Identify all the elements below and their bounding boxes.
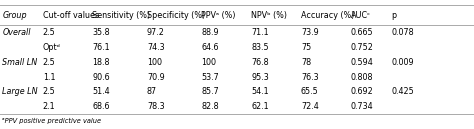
Text: 53.7: 53.7 — [201, 73, 219, 82]
Text: 0.009: 0.009 — [391, 58, 414, 67]
Text: 100: 100 — [147, 58, 162, 67]
Text: 82.8: 82.8 — [201, 102, 219, 111]
Text: 64.6: 64.6 — [201, 43, 219, 52]
Text: 68.6: 68.6 — [92, 102, 110, 111]
Text: Accuracy (%): Accuracy (%) — [301, 11, 355, 20]
Text: 88.9: 88.9 — [201, 28, 219, 37]
Text: 78: 78 — [301, 58, 311, 67]
Text: Large LN: Large LN — [2, 87, 38, 96]
Text: 0.665: 0.665 — [351, 28, 374, 37]
Text: 76.3: 76.3 — [301, 73, 319, 82]
Text: Group: Group — [2, 11, 27, 20]
Text: ᵃPPV positive predictive value: ᵃPPV positive predictive value — [2, 118, 101, 124]
Text: 71.1: 71.1 — [251, 28, 269, 37]
Text: 0.808: 0.808 — [351, 73, 373, 82]
Text: 83.5: 83.5 — [251, 43, 269, 52]
Text: PPVᵃ (%): PPVᵃ (%) — [201, 11, 236, 20]
Text: 0.752: 0.752 — [351, 43, 374, 52]
Text: 0.078: 0.078 — [391, 28, 414, 37]
Text: 0.692: 0.692 — [351, 87, 374, 96]
Text: 78.3: 78.3 — [147, 102, 164, 111]
Text: 65.5: 65.5 — [301, 87, 319, 96]
Text: 70.9: 70.9 — [147, 73, 164, 82]
Text: p: p — [391, 11, 396, 20]
Text: 72.4: 72.4 — [301, 102, 319, 111]
Text: 51.4: 51.4 — [92, 87, 110, 96]
Text: 76.1: 76.1 — [92, 43, 110, 52]
Text: 18.8: 18.8 — [92, 58, 110, 67]
Text: 74.3: 74.3 — [147, 43, 164, 52]
Text: 87: 87 — [147, 87, 157, 96]
Text: 2.5: 2.5 — [43, 58, 55, 67]
Text: 90.6: 90.6 — [92, 73, 110, 82]
Text: AUCᶜ: AUCᶜ — [351, 11, 371, 20]
Text: 95.3: 95.3 — [251, 73, 269, 82]
Text: 75: 75 — [301, 43, 311, 52]
Text: Cut-off values: Cut-off values — [43, 11, 99, 20]
Text: 54.1: 54.1 — [251, 87, 269, 96]
Text: 2.1: 2.1 — [43, 102, 55, 111]
Text: 85.7: 85.7 — [201, 87, 219, 96]
Text: 35.8: 35.8 — [92, 28, 110, 37]
Text: 2.5: 2.5 — [43, 28, 55, 37]
Text: NPVᵇ (%): NPVᵇ (%) — [251, 11, 287, 20]
Text: 0.594: 0.594 — [351, 58, 374, 67]
Text: 76.8: 76.8 — [251, 58, 269, 67]
Text: 73.9: 73.9 — [301, 28, 319, 37]
Text: 2.5: 2.5 — [43, 87, 55, 96]
Text: Optᵈ: Optᵈ — [43, 43, 61, 52]
Text: 0.425: 0.425 — [391, 87, 414, 96]
Text: Small LN: Small LN — [2, 58, 37, 67]
Text: 100: 100 — [201, 58, 217, 67]
Text: 62.1: 62.1 — [251, 102, 269, 111]
Text: 97.2: 97.2 — [147, 28, 165, 37]
Text: Specificity (%): Specificity (%) — [147, 11, 205, 20]
Text: Sensitivity (%): Sensitivity (%) — [92, 11, 151, 20]
Text: Overall: Overall — [2, 28, 31, 37]
Text: 1.1: 1.1 — [43, 73, 55, 82]
Text: 0.734: 0.734 — [351, 102, 374, 111]
